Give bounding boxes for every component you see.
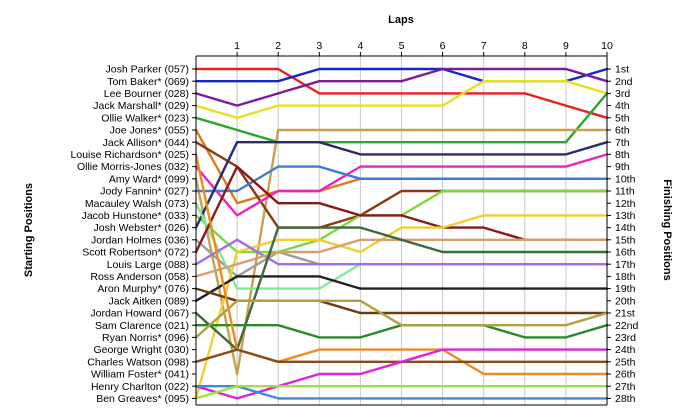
series-line-4 (194, 79, 609, 120)
finishing-position-label: 12th (615, 198, 636, 210)
starting-driver-label: Jack Allison* (044) (103, 137, 189, 149)
series-line-5 (194, 92, 609, 144)
series-line-21 (194, 226, 609, 351)
starting-driver-label: Ollie Morris-Jones (032) (77, 161, 189, 173)
finishing-position-label: 22nd (615, 320, 639, 332)
starting-driver-label: Tom Baker* (069) (107, 76, 189, 88)
finishing-position-label: 1st (615, 64, 629, 76)
finishing-position-label: 10th (615, 173, 636, 185)
series-line-26 (194, 348, 609, 400)
starting-driver-label: Aron Murphy* (076) (97, 283, 189, 295)
series-line-19 (194, 275, 609, 302)
finishing-position-label: 15th (615, 234, 636, 246)
series-line-27 (194, 385, 609, 400)
starting-driver-label: Joe Jones* (055) (110, 125, 189, 137)
starting-driver-label: Henry Charlton (022) (91, 381, 189, 393)
finishing-position-label: 27th (615, 381, 636, 393)
finishing-position-label: 20th (615, 295, 636, 307)
finishing-position-label: 9th (615, 161, 630, 173)
x-tick-label-10: 10 (601, 40, 613, 52)
starting-driver-label: Jody Fannin* (027) (100, 186, 189, 198)
finishing-position-label: 16th (615, 247, 636, 259)
starting-driver-label: Sam Clarence (021) (95, 320, 189, 332)
starting-driver-label: William Foster* (041) (91, 369, 189, 381)
x-tick-label-9: 9 (563, 40, 569, 52)
series-line-28 (194, 385, 609, 400)
starting-driver-label: Josh Parker (057) (106, 64, 189, 76)
starting-driver-label: Ross Anderson (058) (90, 271, 189, 283)
gridlines (236, 56, 608, 405)
series-line-7 (194, 128, 609, 376)
series-line-3 (194, 67, 609, 107)
x-tick-label-5: 5 (399, 40, 405, 52)
starting-position-labels: Josh Parker (057)Tom Baker* (069)Lee Bou… (71, 64, 196, 405)
finishing-position-label: 6th (615, 125, 630, 137)
x-tick-label-7: 7 (481, 40, 487, 52)
series-line-23 (194, 299, 609, 339)
series-line-16 (194, 214, 609, 400)
finishing-position-label: 5th (615, 112, 630, 124)
finishing-position-label: 11th (615, 186, 635, 198)
series-line-13 (194, 140, 609, 229)
series-line-9 (194, 153, 609, 217)
starting-driver-label: Jordan Howard (067) (90, 308, 189, 320)
finishing-position-label: 3rd (615, 88, 630, 100)
starting-driver-label: Jordan Holmes (036) (91, 234, 189, 246)
x-tick-labels: 1 2 3 4 5 6 7 8 9 10 (234, 40, 613, 56)
x-tick-label-8: 8 (522, 40, 528, 52)
finishing-position-label: 26th (615, 369, 636, 381)
series-line-10 (194, 165, 609, 193)
finishing-position-label: 19th (615, 283, 636, 295)
starting-driver-label: Amy Ward* (099) (109, 173, 189, 185)
finishing-position-label: 4th (615, 100, 630, 112)
starting-driver-label: Louis Large (088) (107, 259, 189, 271)
series-line-1 (194, 67, 609, 120)
series-lines (194, 67, 609, 400)
starting-driver-label: Lee Bourner (028) (104, 88, 189, 100)
finishing-position-label: 24th (615, 344, 636, 356)
finishing-position-label: 28th (615, 393, 636, 405)
starting-driver-label: Charles Watson (098) (87, 356, 189, 368)
starting-driver-label: Scott Robertson* (072) (82, 247, 189, 259)
finishing-position-label: 21st (615, 308, 635, 320)
starting-driver-label: Jacob Hunstone* (033) (82, 210, 189, 222)
starting-driver-label: Ben Greaves* (095) (96, 393, 189, 405)
starting-driver-label: George Wright (030) (93, 344, 189, 356)
finishing-position-label: 13th (615, 210, 636, 222)
finishing-position-label: 23rd (615, 332, 636, 344)
finishing-position-label: 2nd (615, 76, 633, 88)
starting-driver-label: Ollie Walker* (023) (101, 112, 189, 124)
finishing-position-label: 18th (615, 271, 636, 283)
starting-driver-label: Louise Richardson* (025) (71, 149, 189, 161)
y-axis-right-title: Finishing Positions (661, 179, 673, 280)
x-axis-title: Laps (388, 14, 414, 26)
y-axis-left-title: Starting Positions (23, 183, 35, 277)
starting-driver-label: Josh Webster* (026) (93, 222, 189, 234)
x-tick-label-4: 4 (357, 40, 363, 52)
starting-driver-label: Jack Marshall* (029) (93, 100, 189, 112)
finishing-position-label: 8th (615, 149, 630, 161)
starting-driver-label: Ryan Norris* (096) (102, 332, 189, 344)
x-tick-label-3: 3 (316, 40, 322, 52)
finishing-position-label: 7th (615, 137, 630, 149)
finishing-position-label: 14th (615, 222, 636, 234)
x-tick-label-6: 6 (440, 40, 446, 52)
x-tick-label-2: 2 (275, 40, 281, 52)
starting-driver-label: Jack Aitken (089) (108, 295, 189, 307)
finishing-position-labels: 1st2nd3rd4th5th6th7th8th9th10th11th12th1… (607, 64, 639, 405)
finishing-position-label: 17th (615, 259, 636, 271)
x-tick-label-1: 1 (234, 40, 240, 52)
finishing-position-label: 25th (615, 356, 636, 368)
starting-driver-label: Macauley Walsh (073) (85, 198, 189, 210)
